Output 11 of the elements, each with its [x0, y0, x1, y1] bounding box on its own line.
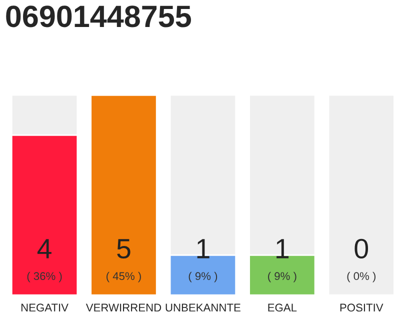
chart-title: 06901448755	[6, 6, 191, 28]
x-tick-label: EGAL	[268, 304, 297, 312]
x-tick-label: UNBEKANNTE	[166, 304, 240, 312]
x-tick-label: NEGATIV	[21, 304, 68, 312]
data-label: 1 ( 9% )	[188, 239, 218, 282]
data-label: 4 ( 36% )	[27, 239, 62, 282]
data-label: 5 ( 45% )	[106, 239, 141, 282]
x-tick-label: POSITIV	[340, 304, 384, 312]
data-label: 0 ( 0% )	[347, 238, 376, 282]
data-label: 1 ( 9% )	[268, 239, 296, 282]
x-tick-label: VERWIRREND	[86, 304, 162, 312]
